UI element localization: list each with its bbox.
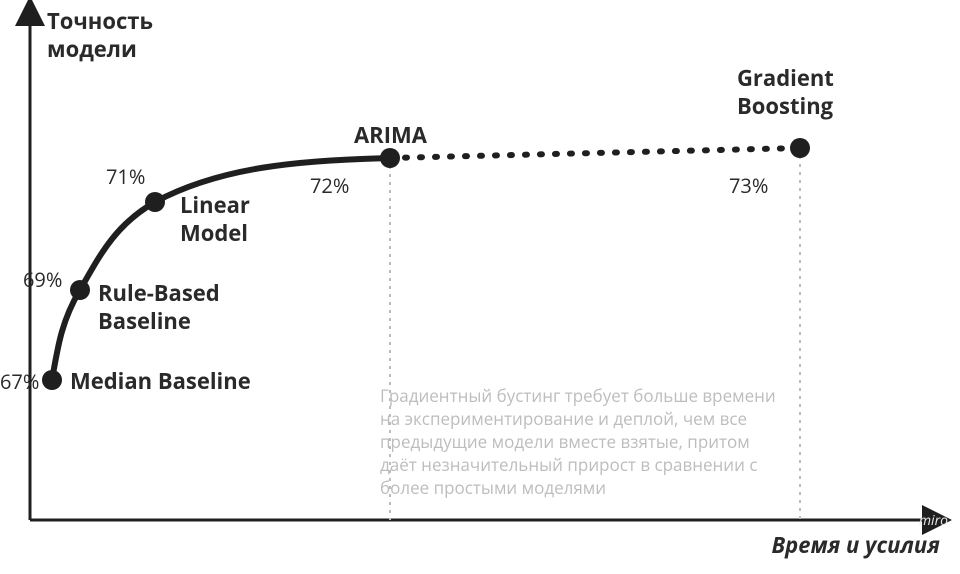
label-linear: Linear Model	[180, 192, 250, 247]
label-arima: ARIMA	[354, 122, 427, 150]
y-axis-title: Точность модели	[47, 8, 153, 63]
pct-rule: 69%	[23, 266, 62, 293]
label-gb: Gradient Boosting	[737, 65, 834, 120]
pt-median	[42, 370, 62, 390]
curve-dotted	[390, 148, 800, 158]
pt-gb	[790, 138, 810, 158]
x-axis-title: Время и усилия	[772, 530, 940, 560]
model-accuracy-effort-chart: Точность модели Время и усилия 67% 69% 7…	[0, 0, 960, 574]
watermark: miro	[919, 511, 948, 530]
pt-rule	[70, 280, 90, 300]
pt-linear	[145, 192, 165, 212]
label-rule: Rule-Based Baseline	[98, 280, 220, 335]
note-text: Градиентный бустинг требует больше време…	[380, 385, 780, 500]
pct-linear: 71%	[106, 163, 145, 190]
pct-gb: 73%	[729, 172, 768, 199]
pt-arima	[380, 148, 400, 168]
pct-median: 67%	[0, 368, 39, 395]
label-median: Median Baseline	[70, 368, 251, 396]
pct-arima: 72%	[310, 172, 349, 199]
